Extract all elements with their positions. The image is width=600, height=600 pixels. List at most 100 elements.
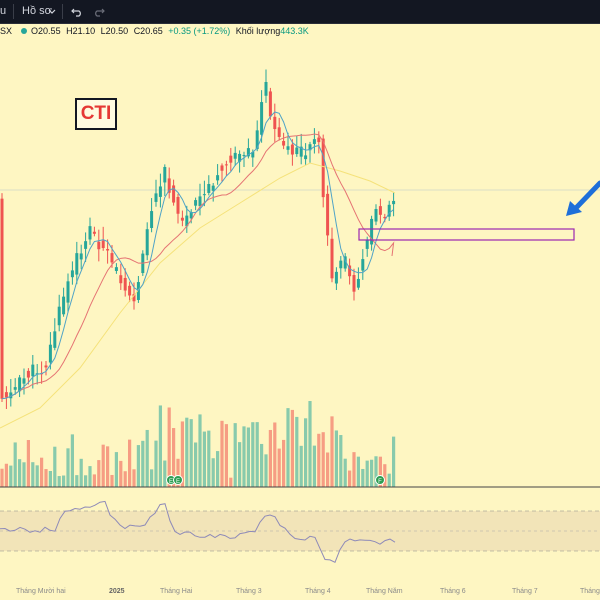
candle-body [277, 127, 281, 137]
candle-body [57, 306, 61, 326]
x-tick-label: Tháng Năm [366, 588, 403, 595]
volume-bar [326, 452, 330, 487]
volume-bar [238, 442, 242, 487]
volume-bar [330, 416, 334, 487]
template-button[interactable]: Hồ sơ [22, 5, 52, 17]
volume-bars [0, 401, 396, 487]
candle-body [119, 275, 123, 284]
volume-bar [312, 445, 316, 487]
volume-bar [4, 463, 8, 487]
candle-body [180, 217, 184, 221]
time-axis[interactable]: Tháng Mười hai 2025 Tháng Hai Tháng 3 Th… [0, 586, 600, 600]
volume-bar [304, 418, 308, 487]
volume-bar [167, 407, 171, 487]
candle-body [233, 152, 237, 159]
legend-high: H21.10 [66, 26, 96, 36]
candle-body [92, 231, 96, 234]
candle-body [48, 344, 52, 363]
ma-fast-line [1, 111, 394, 400]
volume-bar [260, 443, 264, 487]
candle-body [251, 151, 255, 158]
volume-bar [92, 474, 96, 487]
undo-icon[interactable] [71, 0, 83, 23]
candle-body [198, 196, 202, 207]
candle-body [238, 153, 242, 162]
candle-body [330, 238, 334, 279]
volume-bar [295, 416, 299, 487]
legend-low: L20.50 [100, 26, 129, 36]
volume-bar [334, 430, 338, 487]
redo-icon[interactable] [93, 0, 105, 23]
toolbar-partial-label[interactable]: u [0, 5, 7, 17]
volume-bar [392, 436, 396, 487]
candle-body [150, 211, 154, 228]
volume-bar [185, 417, 189, 487]
candle-body [44, 365, 48, 368]
market-status-dot [20, 28, 27, 34]
volume-bar [84, 475, 88, 487]
volume-bar [290, 409, 294, 487]
candle-body [392, 200, 396, 205]
volume-bar [123, 471, 127, 487]
candle-body [361, 259, 365, 271]
legend-open: O20.55 [31, 26, 61, 36]
volume-bar [18, 459, 22, 487]
volume-bar [277, 448, 281, 487]
candle-body [101, 240, 105, 249]
blue-arrow-annotation[interactable] [566, 180, 600, 216]
volume-bar [40, 457, 44, 487]
candle-body [194, 200, 198, 206]
volume-bar [158, 405, 162, 487]
candle-body [383, 216, 387, 219]
volume-bar [348, 470, 352, 487]
x-tick-label: Tháng 4 [305, 588, 331, 595]
volume-bar [299, 445, 303, 487]
chevron-down-icon[interactable] [48, 0, 56, 23]
candle-body [273, 116, 277, 130]
volume-bar [220, 420, 224, 487]
volume-bar [282, 439, 286, 487]
x-tick-label: Tháng 3 [236, 588, 262, 595]
candle-body [106, 249, 110, 251]
candle-body [62, 296, 66, 315]
candle-body [308, 144, 312, 151]
candle-body [185, 215, 189, 227]
candle-body [145, 229, 149, 256]
candle-body [211, 185, 215, 191]
volume-bar [48, 471, 52, 487]
legend-close: C20.65 [133, 26, 163, 36]
volume-bar [62, 475, 66, 487]
candle-body [304, 155, 308, 160]
candle-body [22, 378, 26, 384]
event-marker-circle[interactable] [375, 475, 385, 485]
volume-bar [132, 469, 136, 487]
volume-bar [317, 433, 321, 487]
top-toolbar: u Hồ sơ [0, 0, 600, 24]
candle-body [154, 193, 158, 202]
candle-body [246, 148, 250, 157]
candle-body [123, 277, 127, 291]
candle-body [282, 140, 286, 146]
volume-bar [22, 462, 26, 487]
candle-body [189, 211, 193, 219]
candle-body [167, 178, 171, 193]
candle-body [18, 377, 22, 392]
candle-body [176, 196, 180, 214]
volume-bar [97, 460, 101, 487]
candle-body [75, 253, 79, 275]
candle-body [88, 226, 92, 240]
volume-bar [229, 477, 233, 487]
ticker-badge[interactable]: CTI [75, 98, 117, 130]
support-zone-box[interactable] [358, 228, 575, 241]
volume-bar [141, 440, 145, 487]
x-tick-label: Tháng Mười hai [16, 588, 66, 595]
x-tick-label: Tháng 6 [440, 588, 466, 595]
event-marker-circle[interactable] [173, 475, 183, 485]
candle-body [343, 256, 347, 269]
volume-bar [308, 401, 312, 487]
candle-body [339, 260, 343, 269]
candle-body [352, 275, 356, 292]
volume-bar [321, 432, 325, 487]
